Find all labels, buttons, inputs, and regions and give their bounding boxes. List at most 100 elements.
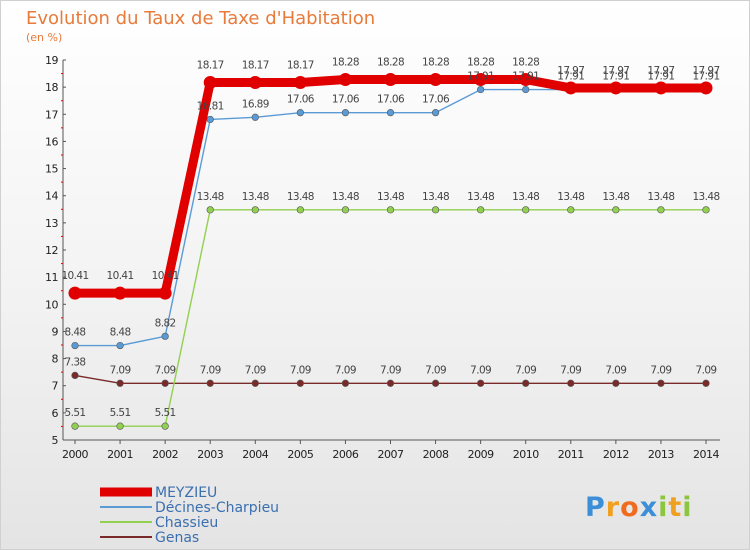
data-point bbox=[296, 109, 304, 117]
data-label: 8.48 bbox=[110, 327, 131, 339]
y-tick-label: 16 bbox=[45, 135, 58, 148]
x-tick-label: 2007 bbox=[378, 448, 404, 461]
data-label: 17.97 bbox=[647, 65, 674, 77]
y-tick-label: 14 bbox=[45, 190, 58, 203]
legend-label: Genas bbox=[155, 530, 199, 546]
data-label: 16.81 bbox=[197, 100, 224, 112]
logo-letter: r bbox=[606, 492, 620, 523]
x-tick-label: 2012 bbox=[603, 448, 629, 461]
data-label: 7.09 bbox=[560, 364, 581, 376]
data-label: 17.97 bbox=[557, 65, 584, 77]
data-point bbox=[116, 379, 124, 387]
x-tick-label: 2003 bbox=[197, 448, 223, 461]
data-point bbox=[341, 206, 350, 214]
y-tick-label: 12 bbox=[45, 244, 58, 257]
data-point bbox=[431, 379, 440, 387]
data-label: 13.48 bbox=[512, 191, 539, 203]
data-point bbox=[341, 109, 350, 117]
data-label: 13.48 bbox=[692, 191, 719, 203]
data-label: 17.91 bbox=[602, 71, 629, 83]
data-label: 17.06 bbox=[332, 94, 360, 106]
y-tick-label: 10 bbox=[45, 298, 58, 311]
data-point bbox=[477, 206, 485, 214]
axes: 5 6 7 8 9 10 11 12 13 14 15 16 17 18 19 2000 2001 2002 200… bbox=[45, 54, 720, 461]
data-label: 7.09 bbox=[470, 364, 491, 376]
data-point bbox=[564, 81, 578, 95]
data-label: 18.28 bbox=[422, 57, 449, 69]
data-label: 13.48 bbox=[557, 191, 584, 203]
data-point bbox=[296, 379, 304, 387]
logo-letter: i bbox=[682, 492, 692, 523]
logo-letter: t bbox=[668, 492, 682, 523]
data-point bbox=[71, 341, 79, 350]
data-point bbox=[386, 206, 395, 214]
data-label: 7.09 bbox=[290, 364, 311, 376]
data-label: 7.38 bbox=[65, 356, 86, 368]
data-label: 13.48 bbox=[422, 191, 449, 203]
data-point bbox=[248, 76, 262, 90]
logo-letter: i bbox=[658, 492, 668, 523]
data-label: 17.06 bbox=[422, 94, 450, 106]
data-label: 7.09 bbox=[200, 364, 221, 376]
data-label: 5.51 bbox=[110, 407, 131, 419]
data-label: 17.91 bbox=[647, 71, 674, 83]
data-point bbox=[522, 379, 530, 387]
data-point bbox=[699, 81, 713, 95]
data-point bbox=[429, 73, 443, 87]
data-label: 13.48 bbox=[602, 191, 629, 203]
x-tick-label: 2001 bbox=[107, 448, 133, 461]
data-label: 7.09 bbox=[110, 364, 131, 376]
data-point bbox=[474, 73, 488, 87]
data-point bbox=[702, 206, 710, 214]
data-point bbox=[384, 73, 397, 87]
data-point bbox=[522, 206, 530, 214]
data-label: 13.48 bbox=[197, 191, 224, 203]
data-point bbox=[68, 286, 82, 300]
x-tick-label: 2005 bbox=[287, 448, 313, 461]
data-label: 10.41 bbox=[152, 270, 179, 282]
data-point bbox=[203, 76, 217, 90]
legend-label: Chassieu bbox=[155, 515, 218, 531]
data-point bbox=[341, 379, 350, 387]
data-label: 5.51 bbox=[65, 407, 86, 419]
x-tick-label: 2009 bbox=[468, 448, 494, 461]
x-tick-label: 2000 bbox=[62, 448, 88, 461]
data-point bbox=[609, 81, 623, 95]
data-label: 7.09 bbox=[380, 364, 401, 376]
data-point bbox=[161, 379, 169, 387]
data-point bbox=[293, 76, 307, 90]
logo-letter: P bbox=[585, 492, 606, 523]
data-point bbox=[338, 73, 352, 87]
logo-letter: o bbox=[620, 492, 640, 523]
data-point bbox=[251, 206, 259, 214]
data-point bbox=[113, 286, 127, 300]
data-point bbox=[161, 332, 169, 340]
y-tick-label: 13 bbox=[45, 217, 58, 230]
y-tick-label: 11 bbox=[45, 271, 58, 284]
y-tick-label: 5 bbox=[52, 434, 59, 447]
data-label: 18.28 bbox=[467, 57, 494, 69]
data-label: 17.91 bbox=[512, 71, 539, 83]
data-point bbox=[567, 206, 575, 214]
data-label: 13.48 bbox=[647, 191, 674, 203]
data-label: 7.09 bbox=[650, 364, 671, 376]
data-label: 7.09 bbox=[155, 364, 176, 376]
data-point bbox=[522, 85, 530, 94]
data-point bbox=[206, 206, 214, 214]
x-tick-label: 2008 bbox=[423, 448, 449, 461]
data-point bbox=[519, 73, 533, 87]
data-point bbox=[657, 206, 665, 214]
x-tick-label: 2010 bbox=[513, 448, 539, 461]
legend-label: Décines-Charpieu bbox=[155, 500, 279, 516]
x-tick-label: 2011 bbox=[558, 448, 584, 461]
data-point bbox=[71, 371, 79, 380]
series-line-1 bbox=[75, 88, 706, 347]
x-tick-label: 2002 bbox=[152, 448, 178, 461]
data-label: 17.97 bbox=[602, 65, 629, 77]
data-point bbox=[386, 109, 395, 117]
data-point bbox=[702, 379, 710, 387]
y-tick-label: 18 bbox=[45, 81, 58, 94]
data-label: 18.17 bbox=[287, 60, 314, 72]
x-tick-label: 2014 bbox=[693, 448, 719, 461]
